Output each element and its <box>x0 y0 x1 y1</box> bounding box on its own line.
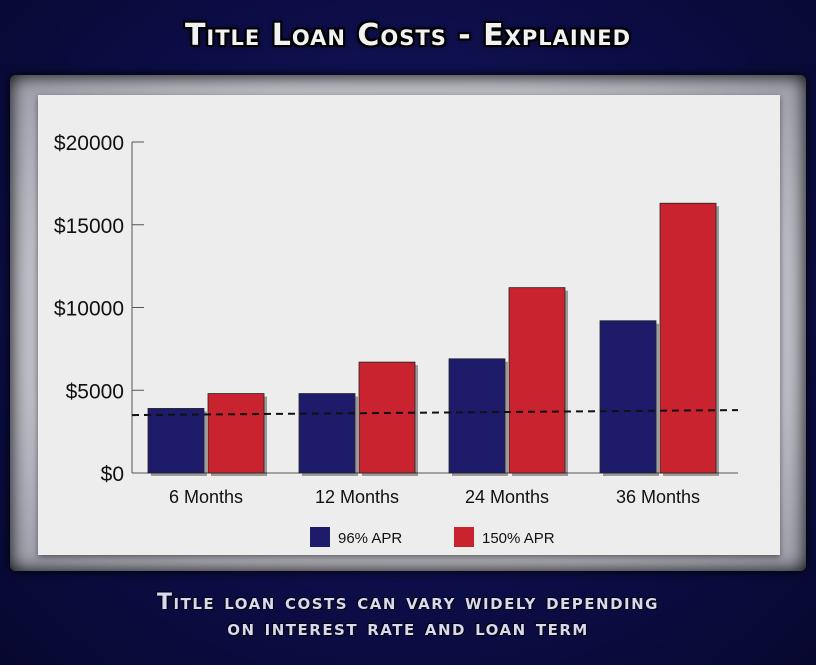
bar-chart: $0 $5000 $10000 $15000 $20000 6 Months 12 Mont… <box>54 132 739 547</box>
x-tick-label: 36 Months <box>616 487 700 507</box>
reference-line <box>131 409 739 417</box>
x-tick-label: 24 Months <box>465 487 549 507</box>
page-title: Title Loan Costs - Explained <box>184 18 632 53</box>
legend-swatch <box>310 527 330 547</box>
chart-bars <box>131 202 739 477</box>
bar <box>659 202 717 474</box>
chart-legend: 96% APR 150% APR <box>310 527 555 547</box>
y-tick-label: $10000 <box>54 298 124 321</box>
y-tick-label: $20000 <box>54 132 124 155</box>
legend-swatch <box>454 527 474 547</box>
caption-line-2: on interest rate and loan term <box>227 616 589 641</box>
x-tick-label: 6 Months <box>169 487 243 507</box>
bar <box>448 358 506 474</box>
legend-label: 96% APR <box>338 530 402 547</box>
bar <box>358 361 416 474</box>
bar <box>298 393 356 474</box>
bar <box>599 320 657 474</box>
chart-labels: $0 $5000 $10000 $15000 $20000 6 Months 12 Mont… <box>54 132 700 507</box>
x-tick-label: 12 Months <box>315 487 399 507</box>
y-tick-label: $15000 <box>54 215 124 238</box>
y-tick-label: $0 <box>101 463 124 486</box>
bar <box>508 287 566 474</box>
bar <box>207 393 265 474</box>
caption-line-1: Title loan costs can vary widely dependi… <box>157 590 659 615</box>
y-tick-label: $5000 <box>66 380 124 403</box>
caption: Title loan costs can vary widely dependi… <box>0 590 816 642</box>
legend-label: 150% APR <box>482 530 555 547</box>
bar <box>147 408 205 474</box>
